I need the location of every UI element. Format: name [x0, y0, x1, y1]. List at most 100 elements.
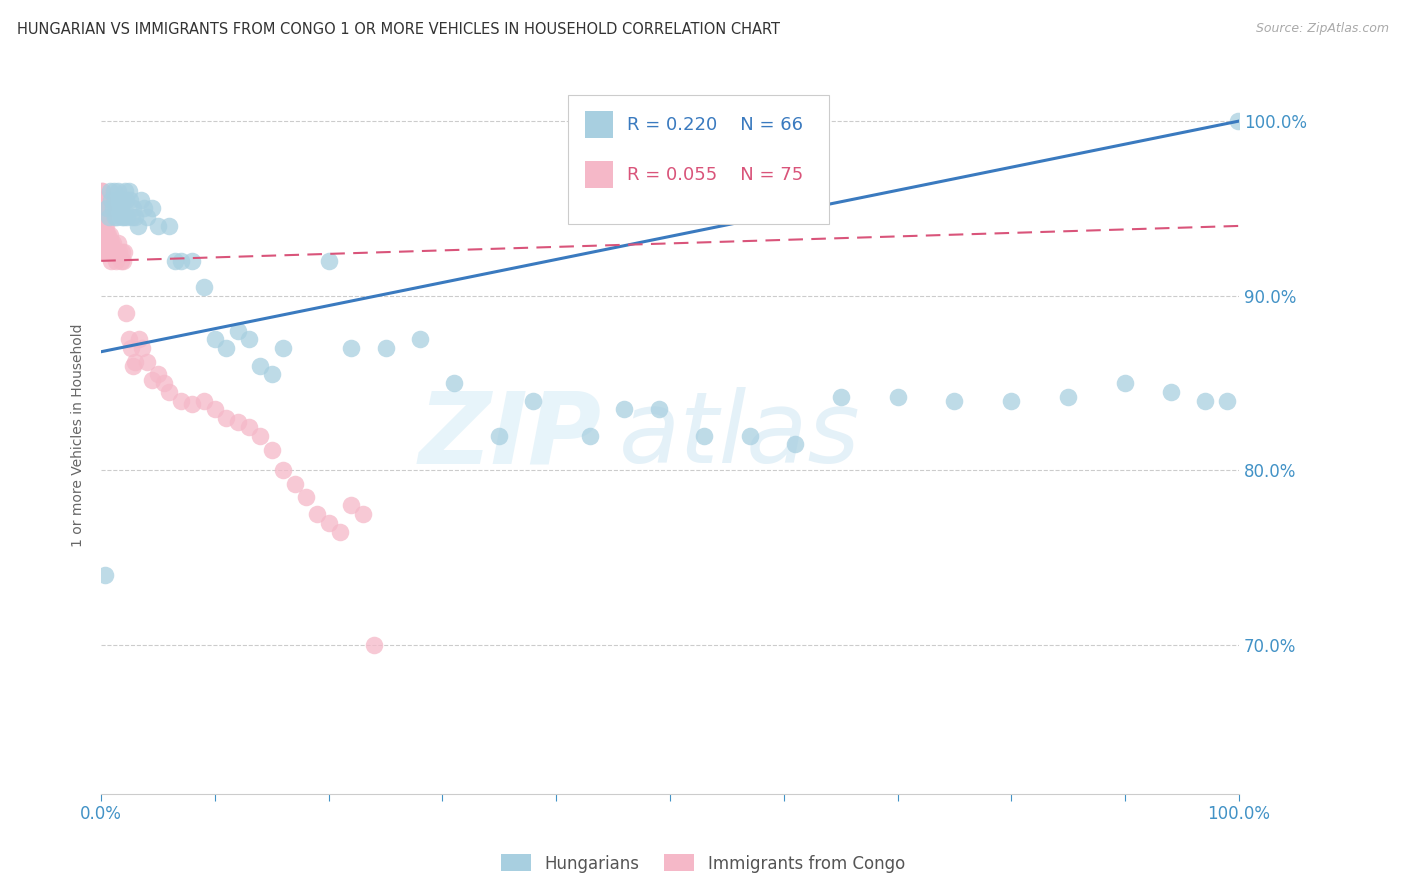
Point: [96, 202, 118, 216]
Point: [127, 219, 149, 233]
Point: [93, 219, 115, 233]
Point: [120, 341, 142, 355]
Point: [135, 355, 157, 369]
Point: [121, 210, 143, 224]
Point: [374, 341, 396, 355]
Point: [96, 236, 118, 251]
Point: [98, 227, 121, 242]
Point: [318, 253, 340, 268]
Point: [193, 393, 215, 408]
Point: [204, 402, 226, 417]
FancyBboxPatch shape: [568, 95, 830, 224]
Point: [1194, 393, 1216, 408]
Point: [103, 184, 125, 198]
Point: [141, 373, 163, 387]
Point: [94, 219, 117, 233]
Point: [159, 384, 181, 399]
Point: [886, 390, 908, 404]
Point: [91, 219, 114, 233]
Point: [488, 428, 510, 442]
Point: [830, 390, 852, 404]
Point: [260, 368, 283, 382]
Point: [165, 253, 187, 268]
Point: [93, 236, 115, 251]
Point: [260, 442, 283, 457]
Point: [1160, 384, 1182, 399]
Text: Source: ZipAtlas.com: Source: ZipAtlas.com: [1256, 22, 1389, 36]
Point: [100, 236, 122, 251]
Point: [295, 490, 318, 504]
Point: [111, 245, 134, 260]
Point: [117, 210, 139, 224]
Point: [97, 227, 120, 242]
Point: [105, 253, 128, 268]
Point: [98, 236, 121, 251]
Point: [93, 210, 115, 224]
Point: [93, 245, 115, 260]
Point: [91, 184, 114, 198]
Point: [90, 193, 112, 207]
Point: [108, 193, 131, 207]
Point: [90, 184, 112, 198]
Point: [124, 355, 146, 369]
Point: [93, 227, 115, 242]
Point: [115, 193, 138, 207]
Point: [271, 341, 294, 355]
Point: [249, 428, 271, 442]
Point: [97, 245, 120, 260]
Point: [122, 359, 145, 373]
Legend: Hungarians, Immigrants from Congo: Hungarians, Immigrants from Congo: [495, 847, 911, 880]
Point: [91, 202, 114, 216]
Point: [117, 333, 139, 347]
Point: [613, 402, 636, 417]
Point: [284, 477, 307, 491]
Point: [134, 202, 156, 216]
Point: [98, 184, 121, 198]
Point: [107, 236, 129, 251]
Point: [97, 236, 120, 251]
Point: [112, 210, 135, 224]
Point: [738, 428, 761, 442]
Point: [91, 210, 114, 224]
Point: [96, 245, 118, 260]
Point: [93, 568, 115, 582]
Point: [112, 245, 135, 260]
Point: [579, 428, 602, 442]
Point: [170, 393, 193, 408]
Point: [104, 245, 127, 260]
Point: [93, 219, 115, 233]
Point: [443, 376, 465, 391]
Point: [170, 253, 193, 268]
Point: [215, 341, 238, 355]
Point: [104, 193, 127, 207]
Point: [785, 437, 807, 451]
Point: [94, 236, 117, 251]
Text: R = 0.055    N = 75: R = 0.055 N = 75: [627, 166, 803, 184]
Point: [352, 507, 374, 521]
Point: [131, 341, 153, 355]
Point: [93, 227, 115, 242]
Point: [271, 463, 294, 477]
Point: [111, 253, 134, 268]
Text: R = 0.220    N = 66: R = 0.220 N = 66: [627, 116, 803, 134]
Point: [647, 402, 669, 417]
Point: [96, 227, 118, 242]
Point: [98, 245, 121, 260]
Point: [318, 516, 340, 530]
Point: [114, 184, 136, 198]
Point: [146, 368, 169, 382]
Point: [181, 253, 204, 268]
Point: [124, 210, 146, 224]
Text: HUNGARIAN VS IMMIGRANTS FROM CONGO 1 OR MORE VEHICLES IN HOUSEHOLD CORRELATION C: HUNGARIAN VS IMMIGRANTS FROM CONGO 1 OR …: [17, 22, 780, 37]
Point: [363, 638, 385, 652]
Point: [103, 245, 125, 260]
Point: [307, 507, 329, 521]
Point: [522, 393, 544, 408]
Point: [117, 184, 139, 198]
Point: [111, 193, 134, 207]
Point: [91, 227, 114, 242]
Point: [181, 397, 204, 411]
Point: [100, 253, 122, 268]
Point: [226, 324, 249, 338]
Point: [1114, 376, 1136, 391]
